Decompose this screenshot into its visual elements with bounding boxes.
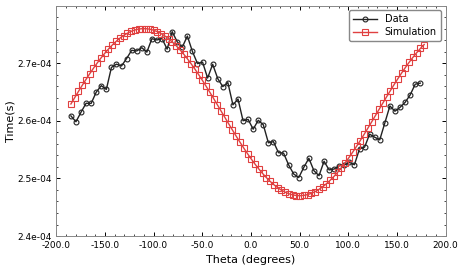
- Simulation: [139, 27, 145, 30]
- Data: [376, 138, 382, 141]
- Simulation: [83, 78, 88, 81]
- Data: [113, 63, 119, 66]
- Simulation: [334, 170, 340, 174]
- X-axis label: Theta (degrees): Theta (degrees): [206, 256, 295, 265]
- Data: [149, 37, 154, 40]
- Data: [417, 82, 422, 85]
- Simulation: [338, 166, 344, 169]
- Data: [169, 30, 175, 33]
- Line: Simulation: Simulation: [68, 26, 426, 198]
- Data: [219, 85, 225, 88]
- Simulation: [297, 194, 302, 197]
- Legend: Data, Simulation: Data, Simulation: [348, 10, 440, 41]
- Simulation: [315, 188, 321, 191]
- Simulation: [420, 43, 426, 46]
- Data: [68, 114, 74, 118]
- Data: [295, 176, 301, 179]
- Data: [265, 141, 270, 144]
- Simulation: [68, 102, 74, 106]
- Data: [179, 46, 185, 49]
- Simulation: [131, 28, 137, 32]
- Line: Data: Data: [69, 29, 422, 180]
- Y-axis label: Time(s): Time(s): [6, 100, 16, 142]
- Simulation: [323, 182, 329, 185]
